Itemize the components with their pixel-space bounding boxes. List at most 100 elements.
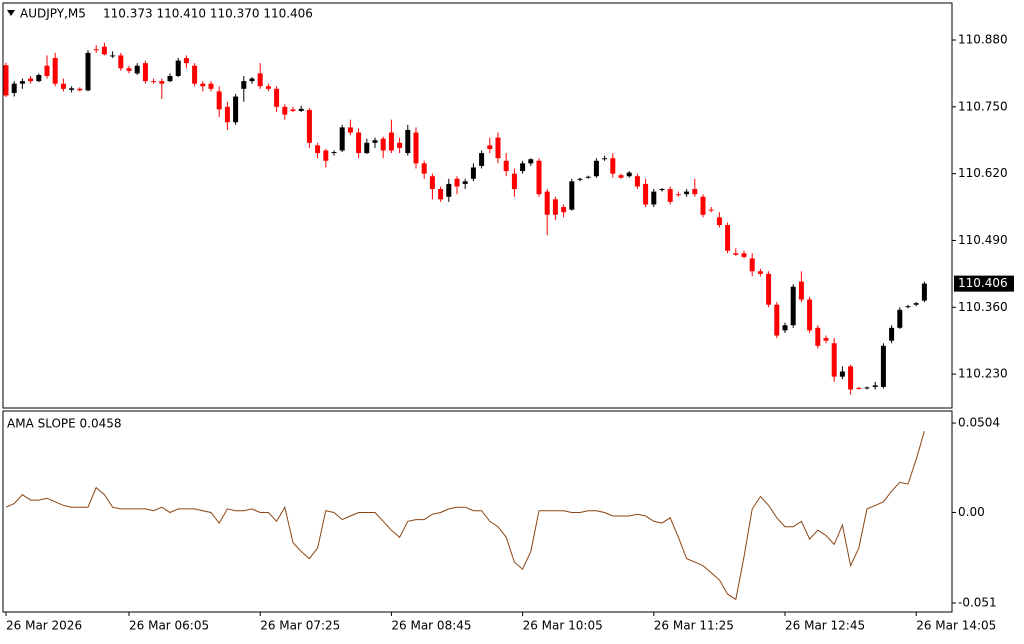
candle-body [823, 338, 829, 341]
symbol: AUDJPY,M5 [20, 7, 86, 21]
candle-body [290, 109, 296, 111]
candle-body [323, 150, 329, 161]
candle-body [593, 160, 599, 177]
candle-body [757, 271, 763, 274]
candle-body [774, 304, 780, 336]
candle-body [626, 172, 632, 177]
candle-body [233, 96, 239, 123]
x-tick-label: 26 Mar 2026 [6, 619, 82, 633]
candle-body [19, 81, 25, 84]
candle-body [11, 83, 17, 93]
candle-body [479, 153, 485, 166]
x-tick-label: 26 Mar 06:05 [129, 619, 209, 633]
candle-body [339, 127, 345, 151]
candle-body [118, 55, 124, 69]
y-tick-label: -0.051 [958, 595, 997, 609]
indicator-panel [2, 410, 953, 613]
candle-body [446, 183, 452, 197]
candle-body [216, 91, 222, 110]
candle-body [667, 189, 673, 202]
candle-body [282, 106, 288, 115]
candle-body [93, 49, 99, 51]
candle-body [36, 74, 42, 82]
y-tick-label: 110.490 [958, 233, 1008, 247]
candle-body [807, 299, 813, 331]
candle-body [298, 108, 304, 111]
candle-body [675, 194, 681, 196]
candle-body [889, 327, 895, 341]
last-price-box [954, 275, 1014, 292]
candle-body [167, 75, 173, 82]
candle-body [454, 178, 460, 187]
candle-body [733, 253, 739, 255]
candle-body [634, 176, 640, 187]
y-tick-label: 0.0504 [958, 416, 1000, 430]
candle-body [380, 138, 386, 151]
indicator-line [5, 431, 925, 601]
candle-body [495, 137, 501, 159]
candle-body [388, 132, 394, 151]
candle-body [241, 81, 247, 89]
candle-body [848, 366, 854, 390]
candle-body [44, 65, 50, 76]
candle-body [618, 175, 624, 178]
candle-body [880, 345, 886, 387]
candle-body [577, 178, 583, 180]
candle-body [602, 158, 608, 160]
last-price: 110.406 [958, 276, 1008, 290]
candle-body [815, 327, 821, 346]
candle-body [766, 273, 772, 305]
x-tick-label: 26 Mar 10:05 [523, 619, 603, 633]
candle-body [257, 73, 263, 87]
candle-body [528, 159, 534, 164]
candle-body [77, 88, 83, 91]
candle-body [200, 83, 206, 87]
candle-body [552, 199, 558, 215]
candle-body [249, 78, 255, 82]
y-tick-label: 110.230 [958, 367, 1008, 381]
candle-body [725, 225, 731, 251]
candle-body [175, 60, 181, 76]
candle-body [856, 387, 862, 389]
menu-arrow[interactable] [7, 10, 15, 16]
x-tick-label: 26 Mar 08:45 [391, 619, 471, 633]
candle-body [126, 68, 132, 71]
candle-body [741, 253, 747, 257]
candle-body [364, 142, 370, 154]
candle-body [306, 109, 312, 143]
candle-body [782, 325, 788, 331]
candle-body [684, 191, 690, 195]
x-tick-label: 26 Mar 12:45 [785, 619, 865, 633]
candle-body [897, 309, 903, 328]
candle-body [716, 217, 722, 226]
candle-body [356, 132, 362, 154]
candle-body [503, 160, 509, 172]
candle-body [159, 81, 165, 84]
candle-body [183, 57, 189, 64]
candle-body [700, 196, 706, 215]
candle-body [224, 106, 230, 123]
candle-body [142, 63, 148, 82]
price-panel [2, 2, 953, 409]
candle-body [921, 283, 927, 301]
candle-body [544, 191, 550, 215]
x-tick-label: 26 Mar 14:05 [916, 619, 996, 633]
candle-body [520, 163, 526, 172]
candle-body [905, 306, 911, 308]
candle-body [110, 55, 116, 57]
candle-body [60, 83, 66, 89]
candle-body [52, 57, 58, 84]
candle-body [708, 209, 714, 211]
candle-body [798, 281, 804, 300]
candle-body [85, 52, 91, 91]
candle-body [651, 191, 657, 205]
candle-body [413, 132, 419, 164]
candle-body [487, 145, 493, 149]
candle-body [610, 158, 616, 174]
candle-body [208, 83, 214, 89]
candle-body [864, 387, 870, 389]
candle-body [536, 160, 542, 195]
candle-body [315, 145, 321, 154]
candle-body [839, 371, 845, 377]
candle-body [331, 152, 337, 154]
